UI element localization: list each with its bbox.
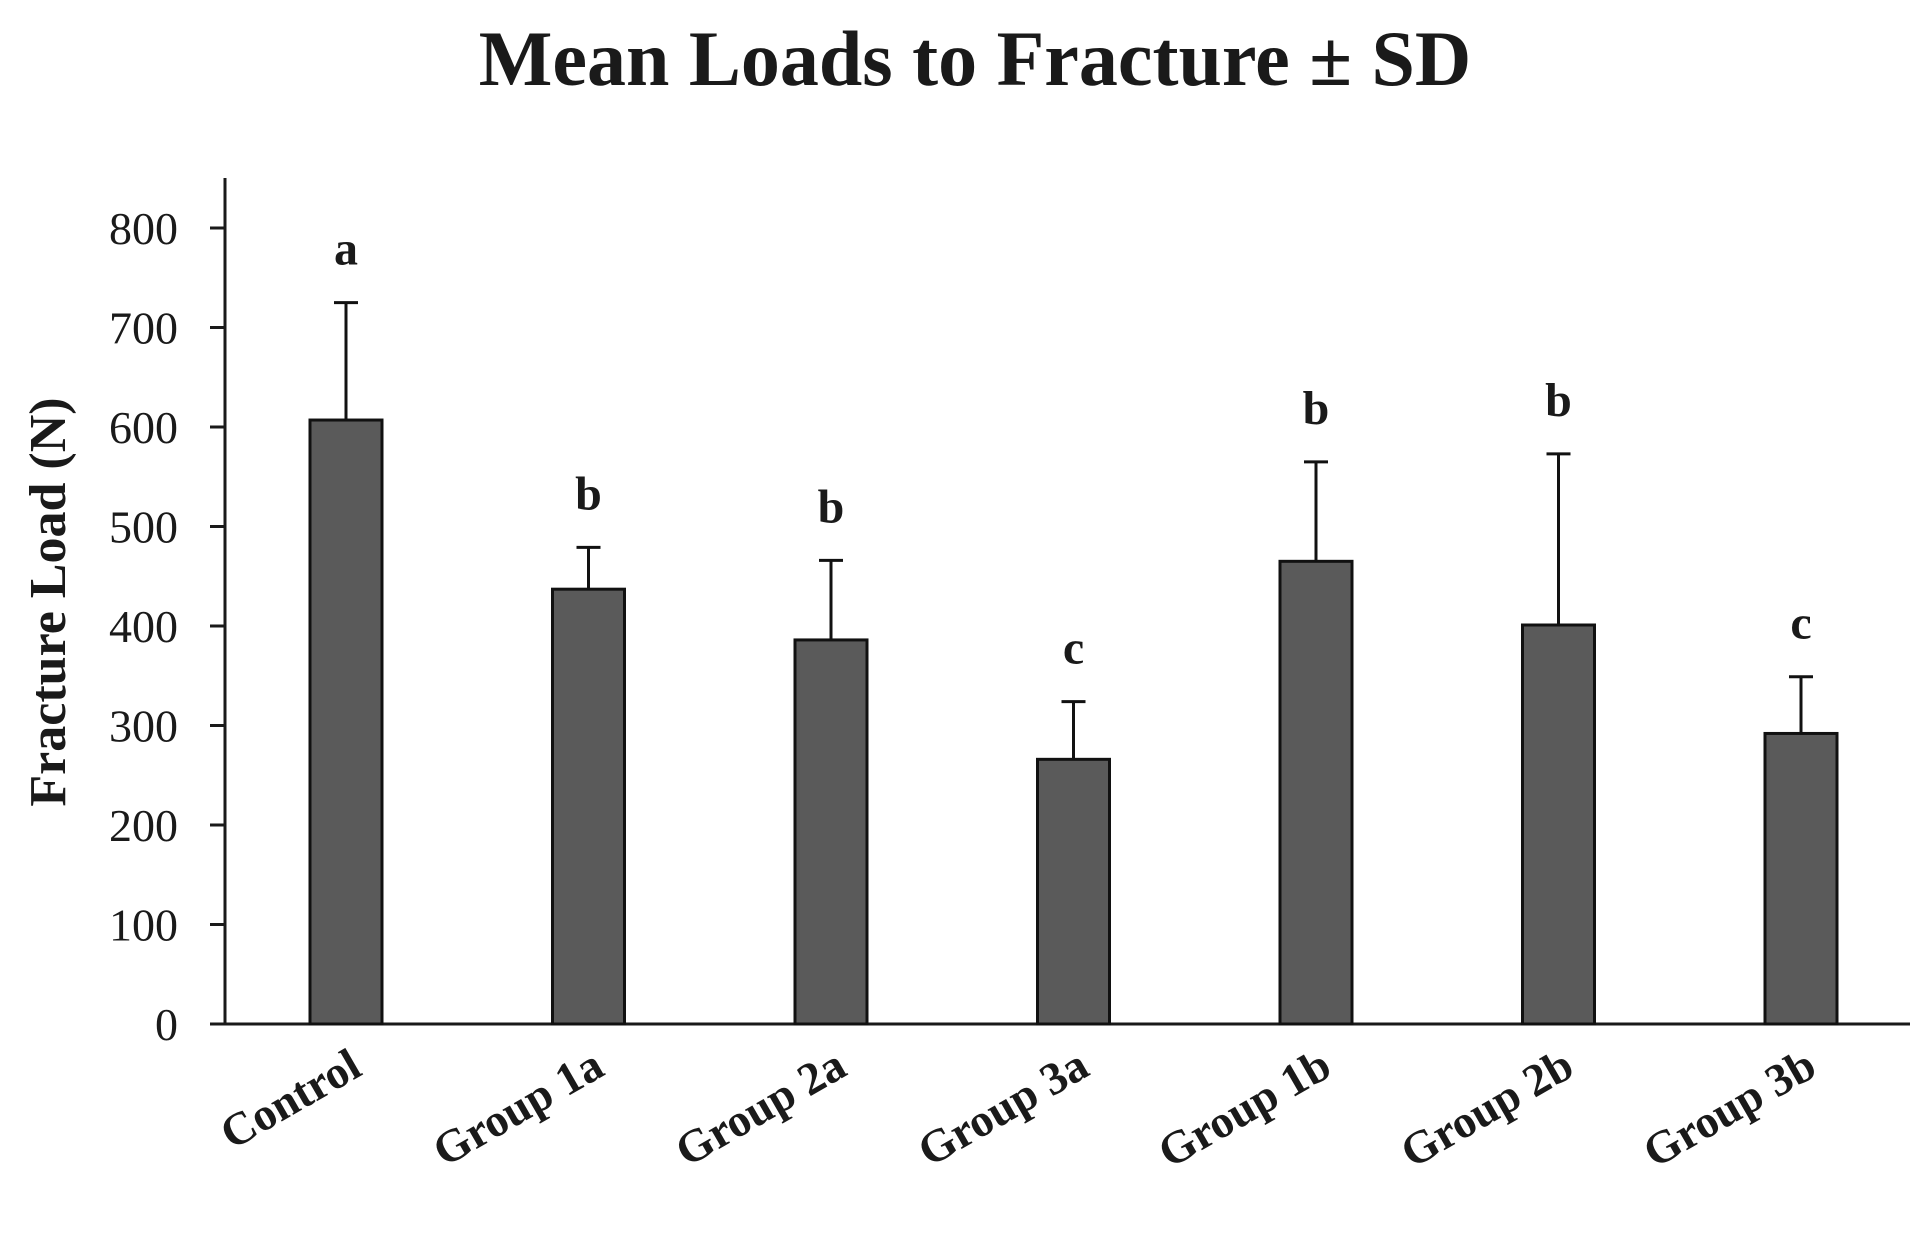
y-tick-label: 700 bbox=[109, 303, 178, 354]
y-tick-label: 100 bbox=[109, 900, 178, 951]
y-tick-label: 500 bbox=[109, 502, 178, 553]
bar bbox=[1278, 559, 1354, 1026]
y-tick-label: 200 bbox=[109, 800, 178, 851]
x-tick-labels: Control Group 1a Group 2a Group 3a Group 1b G… bbox=[211, 1038, 1824, 1177]
bar bbox=[308, 418, 384, 1026]
bar bbox=[1036, 757, 1111, 1026]
y-tick-label: 800 bbox=[109, 203, 178, 254]
y-tick-label: 400 bbox=[109, 601, 178, 652]
significance-letter: a bbox=[334, 223, 358, 276]
x-tick-label: Group 3b bbox=[1634, 1038, 1824, 1177]
significance-letter: b bbox=[1545, 374, 1572, 427]
significance-letter: b bbox=[818, 480, 845, 533]
x-tick-label: Control bbox=[211, 1038, 369, 1158]
y-tick-label: 0 bbox=[155, 999, 178, 1050]
x-tick-label: Group 2a bbox=[667, 1038, 854, 1176]
chart-title: Mean Loads to Fracture ± SD bbox=[479, 15, 1471, 102]
y-ticks: 0 100 200 300 400 500 600 700 800 bbox=[109, 203, 225, 1050]
significance-letter: b bbox=[1303, 382, 1330, 435]
x-tick-label: Group 1b bbox=[1149, 1038, 1339, 1177]
y-tick-label: 300 bbox=[109, 701, 178, 752]
significance-letter: c bbox=[1790, 597, 1811, 650]
bar bbox=[1521, 623, 1596, 1026]
x-tick-label: Group 2b bbox=[1392, 1038, 1582, 1177]
significance-letters: a b b c b b c bbox=[334, 223, 1812, 675]
x-tick-label: Group 1a bbox=[424, 1038, 611, 1176]
bars bbox=[308, 418, 1839, 1026]
bar bbox=[793, 638, 869, 1026]
y-tick-label: 600 bbox=[109, 402, 178, 453]
error-bars bbox=[334, 301, 1813, 760]
significance-letter: c bbox=[1063, 622, 1084, 675]
significance-letter: b bbox=[575, 467, 602, 520]
x-tick-label: Group 3a bbox=[909, 1038, 1096, 1176]
bar bbox=[1763, 731, 1839, 1026]
y-axis-label: Fracture Load (N) bbox=[20, 397, 77, 806]
bar bbox=[551, 587, 626, 1026]
